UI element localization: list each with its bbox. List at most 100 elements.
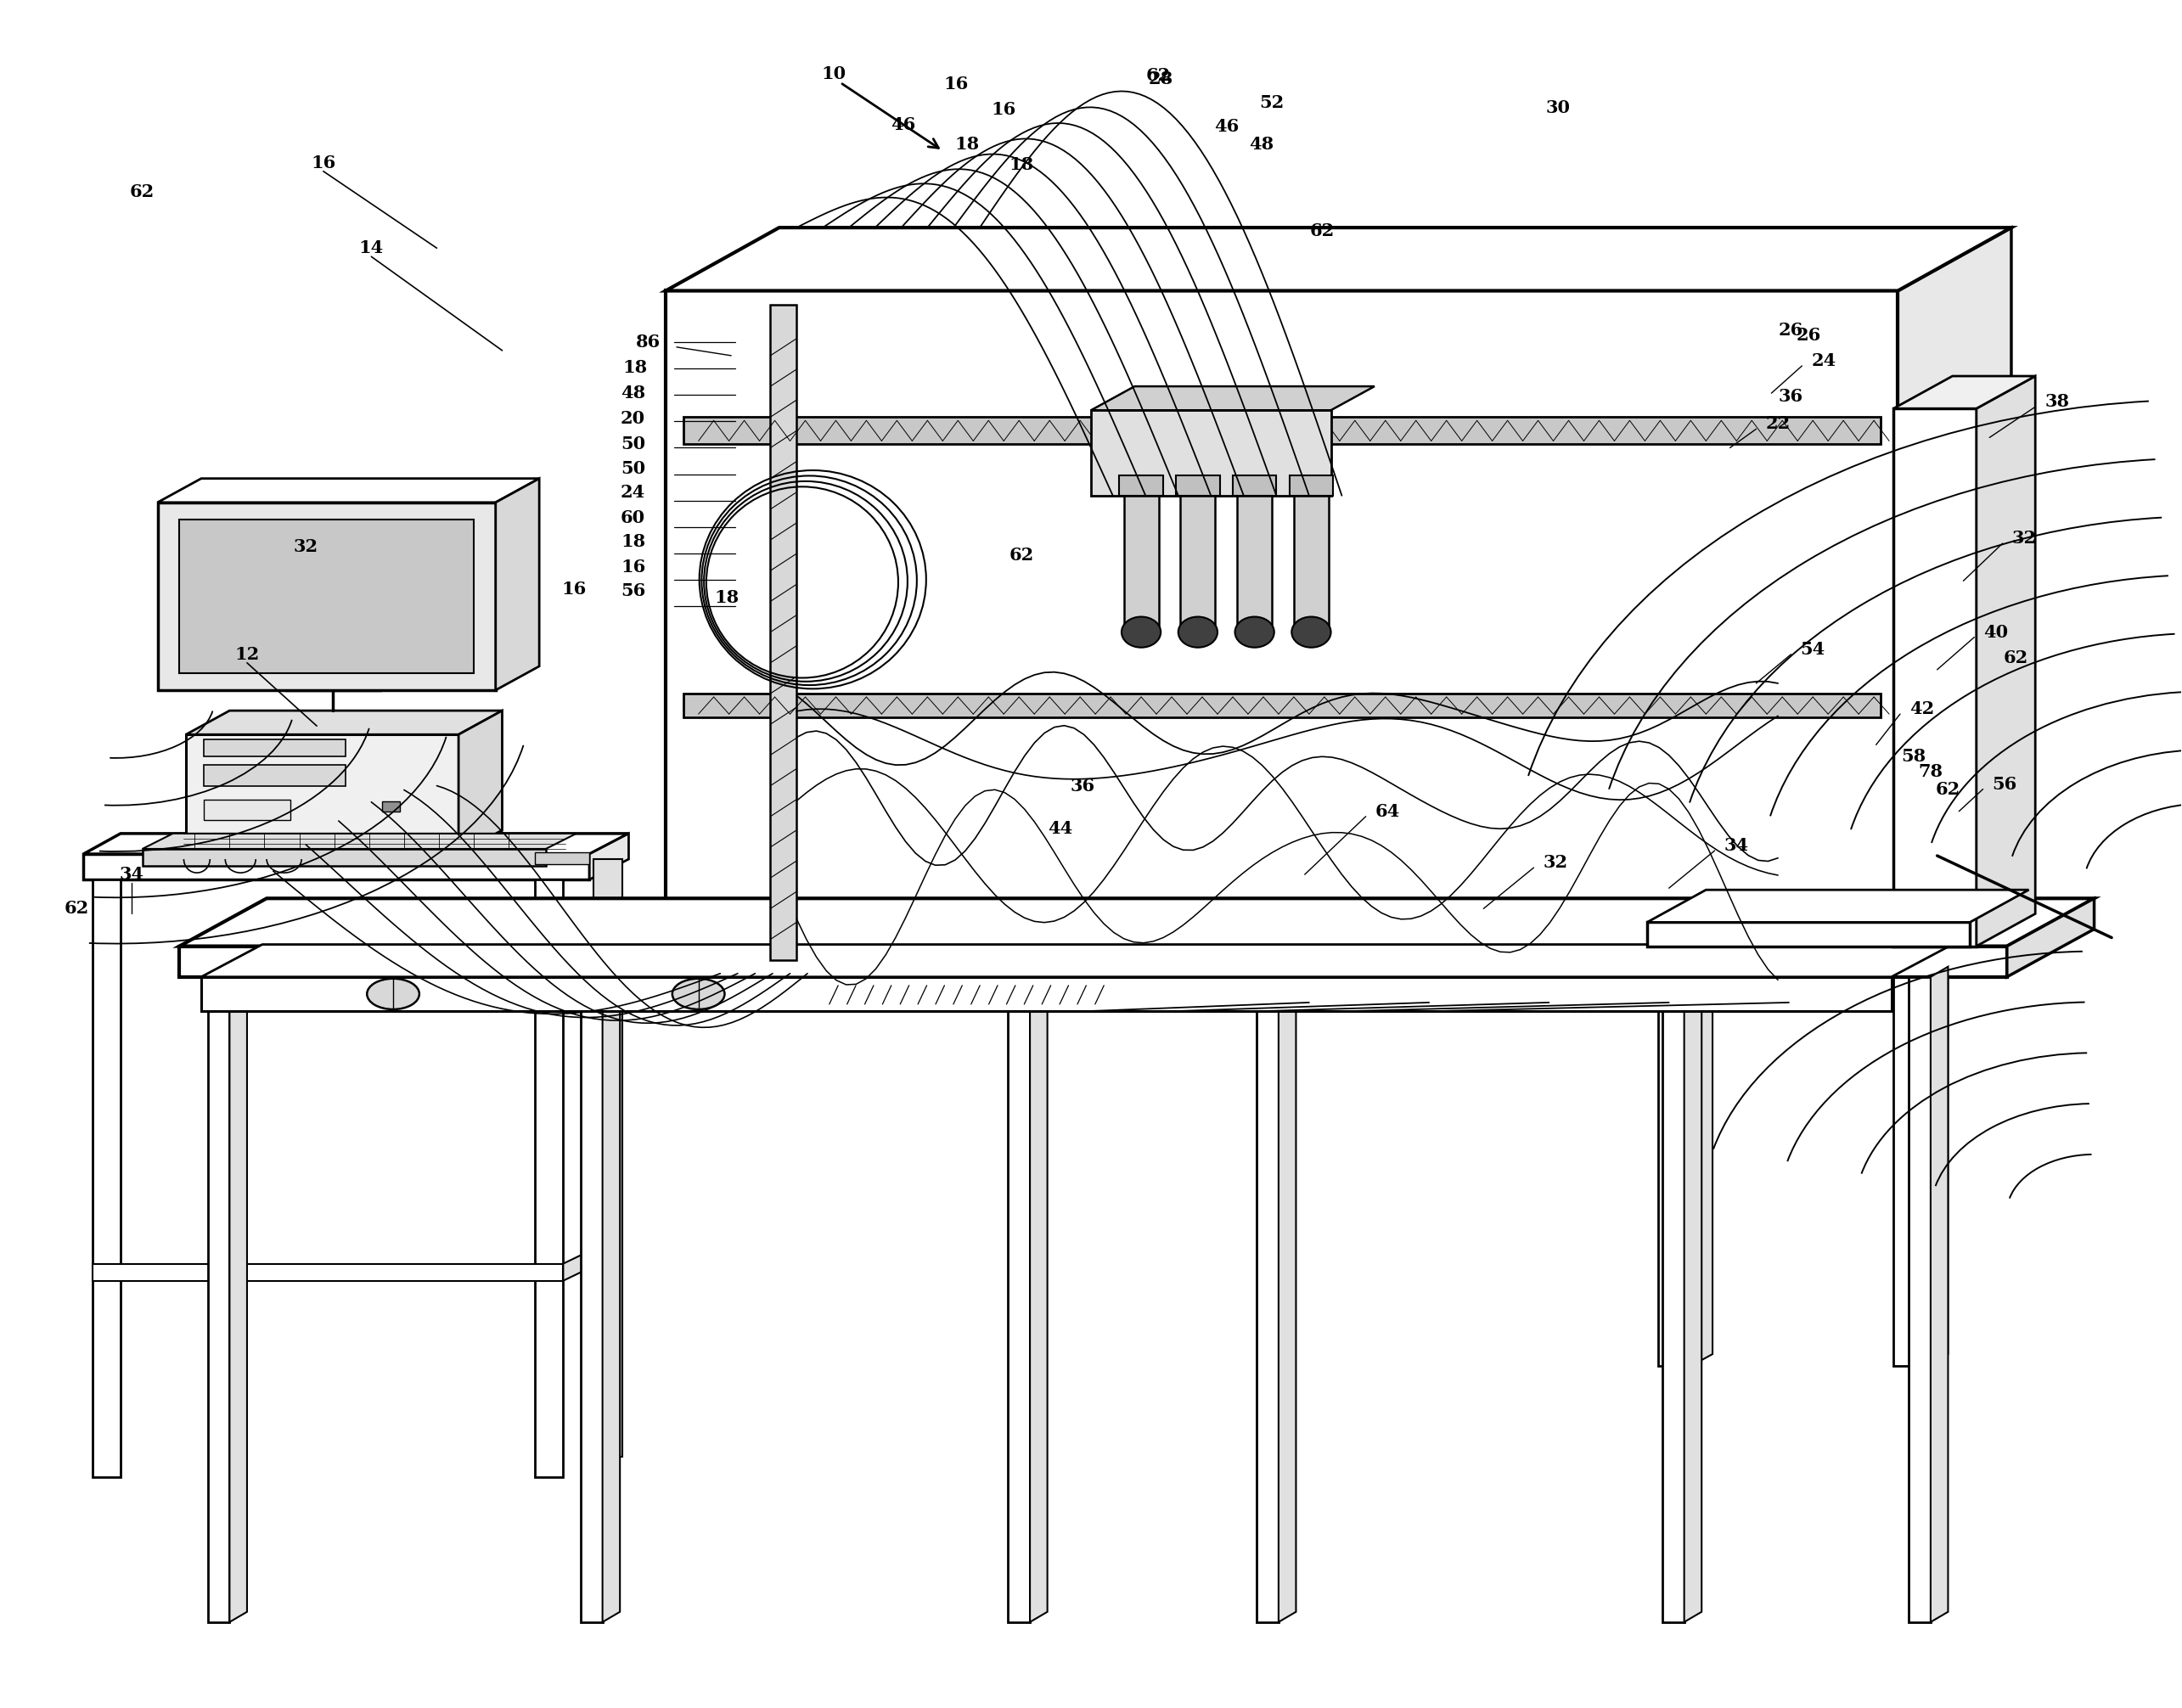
Polygon shape bbox=[1290, 475, 1333, 495]
Polygon shape bbox=[179, 946, 2007, 977]
Polygon shape bbox=[1176, 475, 1220, 495]
Polygon shape bbox=[157, 478, 539, 502]
Text: 14: 14 bbox=[358, 239, 384, 256]
Text: 24: 24 bbox=[620, 483, 646, 500]
Polygon shape bbox=[1008, 977, 1030, 1623]
Text: 32: 32 bbox=[2012, 529, 2036, 547]
Polygon shape bbox=[589, 834, 628, 880]
Polygon shape bbox=[1898, 227, 2012, 974]
Ellipse shape bbox=[672, 979, 724, 1009]
Text: 26: 26 bbox=[1778, 321, 1805, 338]
Text: 12: 12 bbox=[236, 646, 260, 663]
Polygon shape bbox=[142, 834, 576, 849]
Polygon shape bbox=[1691, 934, 1713, 1366]
Polygon shape bbox=[157, 502, 495, 690]
Polygon shape bbox=[185, 711, 502, 734]
Text: 30: 30 bbox=[1545, 99, 1571, 116]
Polygon shape bbox=[1647, 922, 1970, 946]
Text: 36: 36 bbox=[1778, 388, 1802, 405]
Polygon shape bbox=[1931, 967, 1949, 1623]
Text: 62: 62 bbox=[1008, 547, 1034, 564]
Circle shape bbox=[1235, 617, 1274, 647]
Text: 62: 62 bbox=[65, 900, 89, 917]
Polygon shape bbox=[201, 945, 1953, 977]
Text: 48: 48 bbox=[1248, 135, 1274, 152]
Polygon shape bbox=[1894, 376, 2036, 408]
Text: 42: 42 bbox=[1909, 700, 1933, 717]
Circle shape bbox=[1292, 617, 1331, 647]
Text: 62: 62 bbox=[1935, 781, 1959, 798]
Polygon shape bbox=[1124, 495, 1159, 632]
Text: 26: 26 bbox=[1796, 326, 1822, 343]
Polygon shape bbox=[563, 1250, 591, 1281]
Polygon shape bbox=[666, 227, 2012, 290]
Text: 16: 16 bbox=[943, 75, 969, 92]
Text: 18: 18 bbox=[1008, 155, 1034, 173]
Polygon shape bbox=[1119, 475, 1163, 495]
Polygon shape bbox=[683, 693, 1881, 717]
Text: 36: 36 bbox=[1069, 777, 1095, 794]
Polygon shape bbox=[1257, 977, 1279, 1623]
Polygon shape bbox=[495, 478, 539, 690]
Text: 18: 18 bbox=[954, 135, 980, 152]
Circle shape bbox=[1178, 617, 1218, 647]
Polygon shape bbox=[92, 880, 120, 1477]
Text: 18: 18 bbox=[714, 589, 740, 606]
Polygon shape bbox=[1279, 967, 1296, 1623]
Polygon shape bbox=[1894, 946, 1927, 1366]
Polygon shape bbox=[1180, 495, 1215, 632]
Bar bbox=[203, 799, 290, 820]
Text: 50: 50 bbox=[620, 459, 646, 477]
Ellipse shape bbox=[367, 979, 419, 1009]
Bar bbox=[203, 765, 345, 786]
Polygon shape bbox=[1294, 495, 1329, 632]
Polygon shape bbox=[580, 977, 602, 1623]
Text: 10: 10 bbox=[820, 65, 847, 82]
Text: 60: 60 bbox=[620, 509, 646, 526]
Polygon shape bbox=[594, 859, 622, 1457]
Polygon shape bbox=[2007, 898, 2095, 977]
Text: 78: 78 bbox=[1918, 763, 1942, 781]
Text: 58: 58 bbox=[1901, 748, 1925, 765]
Polygon shape bbox=[179, 898, 2095, 946]
Text: 16: 16 bbox=[620, 559, 646, 576]
Polygon shape bbox=[1091, 410, 1331, 495]
Polygon shape bbox=[1030, 967, 1047, 1623]
Text: 16: 16 bbox=[991, 101, 1017, 118]
Text: 46: 46 bbox=[890, 116, 916, 133]
Text: 50: 50 bbox=[620, 436, 646, 453]
Bar bbox=[382, 801, 399, 811]
Text: 16: 16 bbox=[310, 154, 336, 171]
Text: 40: 40 bbox=[1983, 623, 2007, 640]
Text: 52: 52 bbox=[1259, 94, 1285, 111]
Polygon shape bbox=[683, 417, 1881, 444]
Text: 32: 32 bbox=[1543, 854, 1569, 871]
Polygon shape bbox=[666, 290, 1898, 974]
Text: 20: 20 bbox=[620, 410, 646, 427]
Text: 86: 86 bbox=[635, 333, 661, 350]
Text: 22: 22 bbox=[1765, 415, 1791, 432]
Text: 32: 32 bbox=[295, 538, 319, 555]
Polygon shape bbox=[83, 834, 628, 854]
Text: 38: 38 bbox=[2045, 393, 2069, 410]
Text: 56: 56 bbox=[1992, 775, 2016, 793]
Text: 62: 62 bbox=[131, 183, 155, 200]
Polygon shape bbox=[142, 849, 546, 866]
Text: 24: 24 bbox=[1811, 352, 1837, 369]
Bar bbox=[770, 304, 796, 960]
Polygon shape bbox=[1894, 408, 1977, 946]
Bar bbox=[535, 852, 589, 864]
Polygon shape bbox=[458, 711, 502, 854]
Polygon shape bbox=[1909, 977, 1931, 1623]
Polygon shape bbox=[207, 977, 229, 1623]
Polygon shape bbox=[535, 880, 563, 1477]
Text: 54: 54 bbox=[1800, 640, 1826, 658]
Polygon shape bbox=[229, 967, 247, 1623]
Text: 46: 46 bbox=[1213, 118, 1239, 135]
Text: 62: 62 bbox=[2003, 649, 2027, 666]
Text: 62: 62 bbox=[1309, 222, 1335, 239]
Polygon shape bbox=[83, 854, 589, 880]
Polygon shape bbox=[1237, 495, 1272, 632]
Polygon shape bbox=[1977, 376, 2036, 946]
Text: 16: 16 bbox=[561, 581, 587, 598]
